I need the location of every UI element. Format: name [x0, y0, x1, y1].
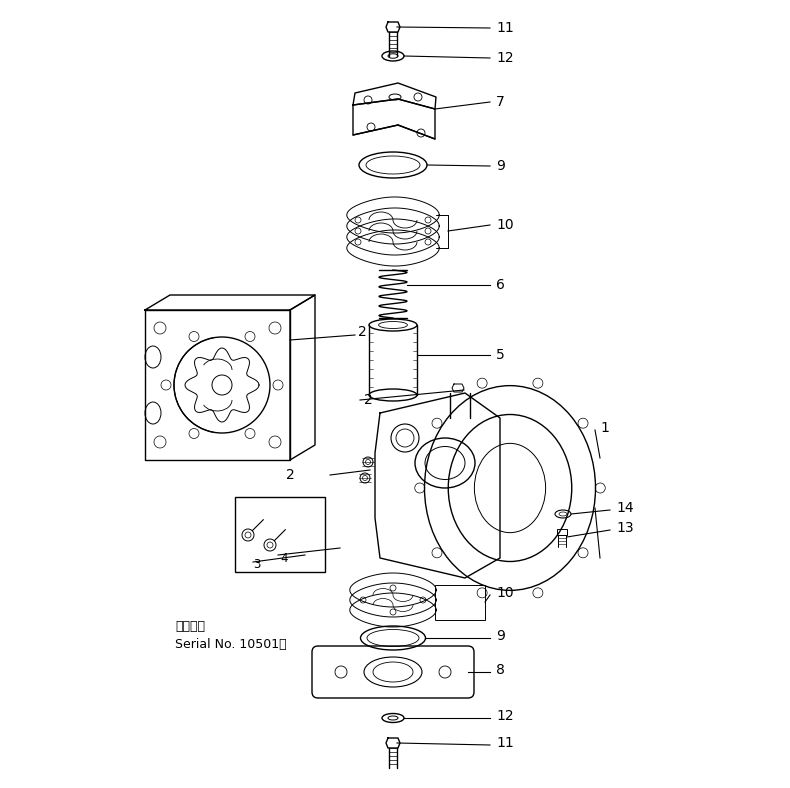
- Text: 2: 2: [358, 325, 367, 339]
- Text: 適用号標: 適用号標: [175, 620, 205, 633]
- Text: 12: 12: [496, 709, 514, 723]
- Text: 14: 14: [616, 501, 634, 515]
- Text: 5: 5: [496, 348, 505, 362]
- Text: 7: 7: [496, 95, 505, 109]
- Text: 9: 9: [496, 159, 505, 173]
- Text: 11: 11: [496, 21, 514, 35]
- Text: 13: 13: [616, 521, 634, 535]
- Text: 8: 8: [496, 663, 505, 677]
- Text: 12: 12: [496, 51, 514, 65]
- Text: 6: 6: [496, 278, 505, 292]
- Text: Serial No. 10501～: Serial No. 10501～: [175, 638, 287, 651]
- Text: 4: 4: [280, 552, 288, 564]
- Text: 2: 2: [286, 468, 295, 482]
- Text: 9: 9: [496, 629, 505, 643]
- Text: 1: 1: [600, 421, 609, 435]
- Bar: [435, 585, 485, 620]
- Text: 2: 2: [364, 393, 373, 407]
- Bar: [235, 497, 325, 572]
- Bar: [557, 529, 567, 535]
- Text: 10: 10: [496, 586, 514, 600]
- Text: 10: 10: [496, 218, 514, 232]
- Text: 3: 3: [253, 559, 261, 571]
- Text: 11: 11: [496, 736, 514, 750]
